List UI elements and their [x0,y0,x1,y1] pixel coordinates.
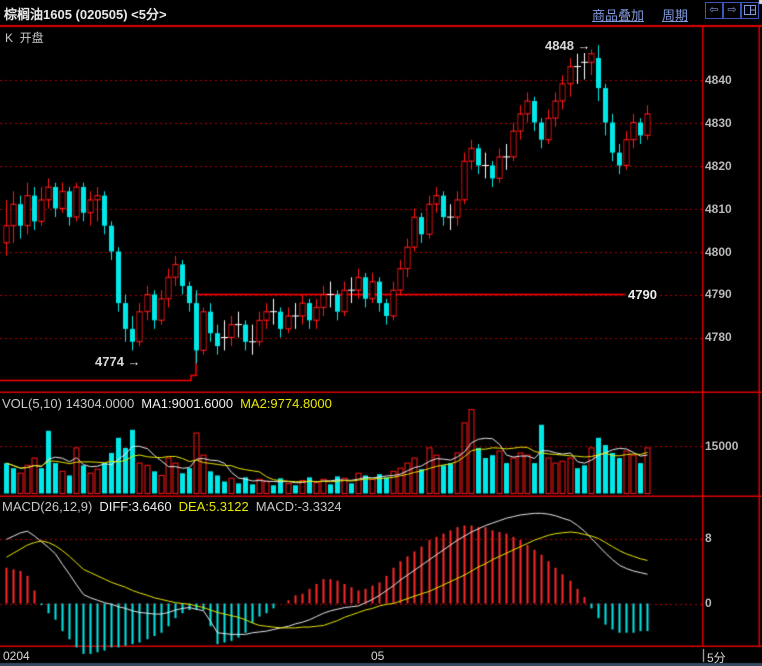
price-axis-label: 4800 [705,245,732,259]
macd-axis-label: 8 [705,531,712,545]
split-layout-icon [744,5,756,15]
price-axis-label: 4790 [705,287,732,301]
macd-indicator-name: MACD(26,12,9) [2,499,93,514]
time-axis-label-05: 05 [371,649,385,663]
overlay-link[interactable]: 商品叠加 [592,8,645,23]
macd-dea-value: DEA:5.3122 [178,499,249,514]
settlement-line-label: 4790 [626,287,659,302]
time-axis-label-0204: 0204 [3,649,30,663]
vol-ma1-value: MA1:9001.6000 [141,396,234,411]
volume-pane-header: VOL(5,10) 14304.0000 MA1:9001.6000 MA2:977… [2,396,339,411]
price-axis-label: 4780 [705,330,732,344]
forward-button[interactable]: ⇨ [723,2,741,19]
high-price-marker: 4848 → [545,38,591,53]
period-link[interactable]: 周期 [662,8,689,23]
window-title: 棕榈油1605 (020505) <5分> [4,7,167,22]
macd-value: MACD:-3.3324 [255,499,342,514]
kline-indicator-label: K 开盘 [5,31,44,45]
left-arrow-icon: ⇦ [709,4,719,16]
layout-button[interactable] [741,2,759,19]
price-axis-label: 4840 [705,73,732,87]
macd-diff-value: DIFF:3.6460 [99,499,172,514]
price-axis-label: 4830 [705,116,732,130]
price-axis-label: 4820 [705,159,732,173]
back-button[interactable]: ⇦ [705,2,723,19]
vol-indicator-value: VOL(5,10) 14304.0000 [2,396,135,411]
period-indicator[interactable]: 5分 [707,651,726,665]
low-price-marker: 4774 → [95,354,141,369]
vol-ma2-value: MA2:9774.8000 [240,396,332,411]
macd-pane-header: MACD(26,12,9) DIFF:3.6460 DEA:5.3122 MACD:-… [2,499,349,514]
macd-axis-label: 0 [705,596,712,610]
right-arrow-icon: ⇨ [727,4,737,16]
volume-axis-label: 15000 [705,439,739,453]
price-axis-label: 4810 [705,202,732,216]
